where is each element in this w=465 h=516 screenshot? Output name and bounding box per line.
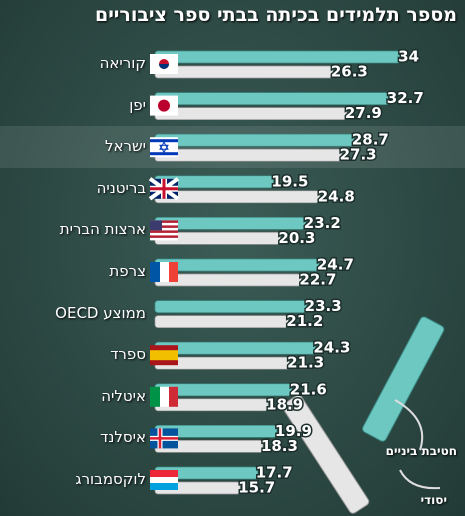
value-label: 21.2 (286, 312, 323, 330)
flag (150, 137, 178, 158)
flag (150, 483, 178, 490)
flag (150, 230, 178, 233)
value-label: 24.3 (313, 339, 350, 357)
flag (150, 470, 178, 490)
value-label: 19.5 (271, 172, 308, 190)
flag (150, 220, 162, 231)
category-label: ארצות הברית (59, 220, 146, 239)
value-label: 34 (398, 48, 419, 66)
value-label: 21.6 (290, 380, 327, 398)
category-label: יפן (129, 95, 146, 114)
legend-arrow (399, 469, 441, 490)
flag (159, 64, 169, 69)
value-label: 24.7 (317, 256, 354, 274)
category-label: ממוצע OECD (55, 303, 146, 322)
flag (150, 225, 178, 228)
bar (154, 300, 307, 313)
flag (148, 177, 180, 201)
flag (150, 428, 178, 449)
bar (154, 190, 321, 204)
flag (150, 386, 160, 407)
flag (150, 477, 178, 483)
legend-chalk-white (282, 394, 370, 514)
flag (158, 99, 170, 112)
bar (154, 258, 320, 272)
category-label: ישראל (104, 137, 146, 156)
bar (154, 107, 348, 120)
flag (159, 141, 169, 154)
value-label: 24.8 (318, 187, 355, 205)
bar (154, 65, 334, 79)
flag (150, 152, 178, 156)
legend-label: חטיבת ביניים (385, 444, 457, 458)
category-label: ספרד (110, 345, 146, 364)
bar (154, 341, 316, 355)
value-label: 15.7 (238, 479, 275, 497)
value-label: 28.7 (352, 131, 389, 149)
flag (150, 262, 160, 282)
flag (169, 262, 178, 282)
flag (169, 386, 178, 407)
flag (150, 262, 178, 282)
flag (150, 178, 178, 199)
category-label: קוריאה (99, 54, 146, 72)
flag (150, 428, 178, 449)
value-label: 27.9 (345, 104, 382, 122)
value-label: 32.7 (387, 89, 424, 107)
category-label: איסלנד (100, 428, 146, 447)
flag (150, 220, 178, 241)
bar (154, 315, 289, 328)
value-label: 18.3 (261, 437, 298, 455)
flag (150, 235, 178, 238)
bar (154, 148, 342, 162)
bar (154, 133, 355, 147)
flag (150, 350, 178, 361)
legend-label: יסודי (420, 493, 447, 507)
category-label: לוקסמבורג (75, 470, 146, 488)
value-label: 19.9 (275, 422, 312, 440)
flag (150, 54, 178, 74)
category-label: צרפת (109, 262, 146, 280)
chart-title: מספר תלמידים בכיתה בבתי ספר ציבוריים (94, 4, 457, 26)
value-label: 17.7 (256, 464, 293, 482)
value-label: 22.7 (299, 271, 336, 289)
value-label: 23.3 (305, 297, 342, 315)
value-label: 18.9 (266, 395, 303, 413)
value-label: 26.3 (331, 63, 368, 81)
value-label: 20.3 (278, 229, 315, 247)
value-label: 21.3 (287, 354, 324, 372)
bar (154, 92, 390, 105)
flag (160, 262, 169, 282)
highlight-row (0, 126, 465, 168)
flag (160, 386, 169, 407)
legend-arrow (394, 399, 424, 451)
flag (150, 95, 178, 116)
category-label: בריטניה (96, 178, 146, 197)
value-label: 23.2 (304, 214, 341, 232)
flag (150, 386, 178, 407)
legend-chalk-teal (362, 316, 445, 442)
flag (150, 139, 178, 143)
bar (154, 50, 401, 64)
flag (150, 345, 178, 366)
flag (150, 220, 178, 223)
flag (150, 470, 178, 477)
category-label: איטליה (101, 386, 146, 405)
value-label: 27.3 (340, 146, 377, 164)
